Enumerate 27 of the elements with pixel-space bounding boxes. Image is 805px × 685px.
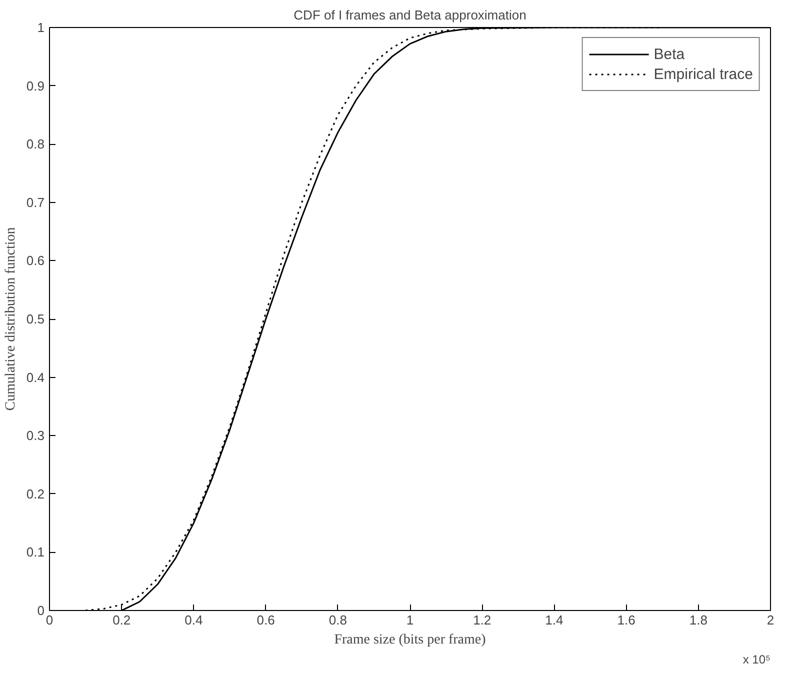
y-tick-label: 0.4 <box>26 370 45 385</box>
y-tick-label: 1 <box>37 20 45 35</box>
x-tick-label: 1.8 <box>689 612 708 628</box>
y-tick-label: 0.3 <box>26 428 45 444</box>
x-tick-label: 0.4 <box>184 612 203 628</box>
legend-label: Empirical trace <box>654 66 753 82</box>
chart-title: CDF of I frames and Beta approximation <box>294 8 526 22</box>
x-tick-label: 2 <box>766 612 774 628</box>
x-tick-label: 1.2 <box>473 612 492 628</box>
x-tick-label: 1.4 <box>545 612 564 628</box>
x-axis-title: Frame size (bits per frame) <box>334 632 486 648</box>
y-tick-label: 0.8 <box>26 136 45 152</box>
y-tick-label: 0.6 <box>26 253 45 268</box>
y-tick-label: 0.7 <box>26 194 45 210</box>
x-tick-label: 0.6 <box>256 612 275 628</box>
y-axis-title: Cumulative distribution function <box>3 227 18 411</box>
x-tick-label: 0.2 <box>112 612 131 628</box>
y-tick-label: 0.5 <box>26 312 45 326</box>
x-tick-label: 0.8 <box>328 612 347 628</box>
y-tick-label: 0 <box>37 603 45 618</box>
y-tick-label: 0.2 <box>26 486 45 502</box>
y-tick-label: 0.9 <box>26 78 45 94</box>
legend-label: Beta <box>654 46 685 62</box>
text: x 10⁵ <box>742 652 771 666</box>
x-tick-label: 1 <box>406 612 414 628</box>
x-tick-label: 1.6 <box>617 612 636 628</box>
y-tick-label: 0.1 <box>26 544 45 560</box>
